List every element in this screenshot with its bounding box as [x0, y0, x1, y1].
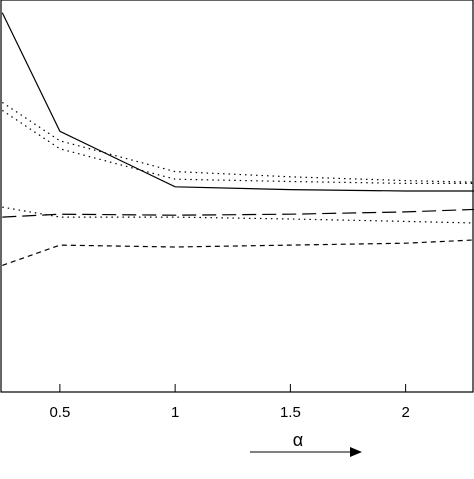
series-line-3-dotted — [1, 109, 474, 184]
plot-frame — [0, 0, 474, 393]
series-line-2-dotted — [1, 101, 474, 183]
series-line-4-dotted — [2, 206, 474, 224]
series-layer — [1, 12, 474, 266]
x-axis-ticks: 0.5 1 1.5 2 — [49, 384, 410, 421]
series-line-6-short-dash — [2, 239, 474, 266]
series-line-5-long-dash — [2, 208, 474, 218]
x-tick-label: 2 — [401, 404, 409, 421]
series-line-1-solid — [1, 12, 474, 192]
x-tick-label: 1.5 — [280, 404, 301, 421]
x-axis-arrow-head — [350, 447, 362, 457]
x-tick-label: 0.5 — [49, 404, 70, 421]
x-tick-label: 1 — [171, 404, 179, 421]
x-axis-arrow — [250, 447, 362, 457]
x-axis-label: α — [293, 430, 303, 450]
